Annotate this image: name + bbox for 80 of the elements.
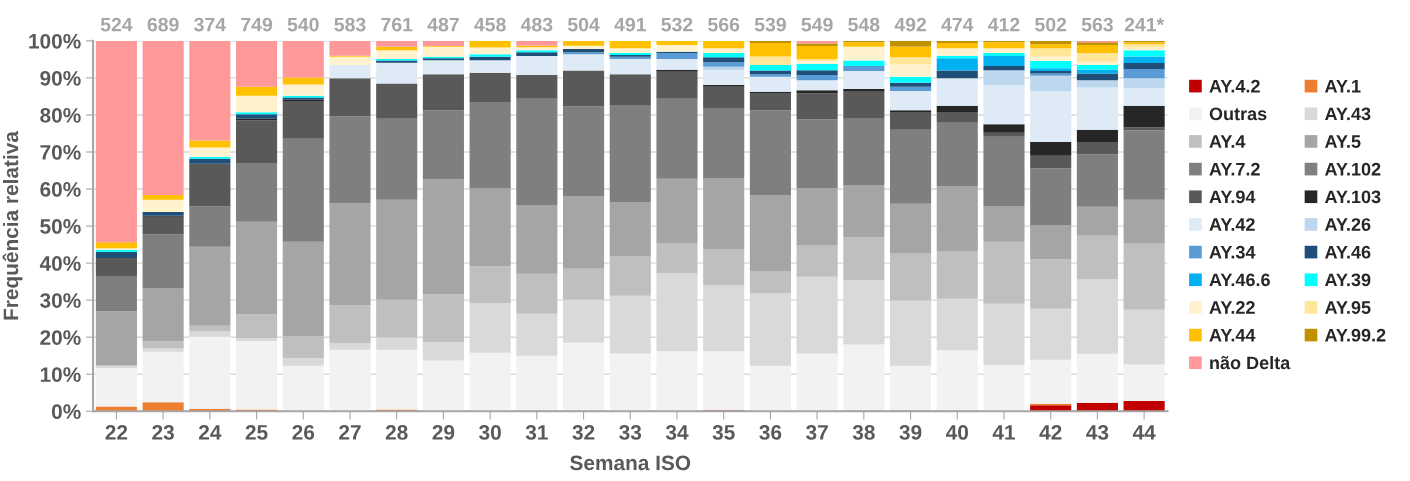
legend-label: não Delta bbox=[1210, 355, 1291, 370]
x-tick-label: 40 bbox=[946, 425, 968, 440]
legend-label: AY.39 bbox=[1324, 273, 1371, 287]
y-tick-label: 50% bbox=[40, 219, 81, 234]
y-tick-label: 60% bbox=[40, 182, 81, 197]
legend-label: AY.46.6 bbox=[1209, 273, 1270, 287]
x-tick-label: 41 bbox=[992, 425, 1015, 440]
x-tick-label: 34 bbox=[665, 425, 689, 440]
text: 563 bbox=[1081, 17, 1113, 32]
x-tick-label: 33 bbox=[619, 425, 642, 440]
x-tick-label: 31 bbox=[525, 425, 548, 440]
x-tick-label: 36 bbox=[759, 425, 782, 440]
legend-label: AY.44 bbox=[1209, 328, 1256, 342]
legend-label: Outras bbox=[1209, 107, 1267, 121]
legend-label: AY.1 bbox=[1324, 79, 1361, 93]
legend-label: AY.5 bbox=[1324, 135, 1361, 148]
x-tick-label: 24 bbox=[198, 425, 222, 440]
legend-label: AY.102 bbox=[1324, 162, 1381, 176]
x-tick-label: 23 bbox=[152, 425, 174, 440]
y-tick-label: 90% bbox=[40, 70, 81, 86]
x-tick-label: 32 bbox=[572, 425, 595, 440]
legend-label: AY.99.2 bbox=[1324, 328, 1386, 342]
text: 539 bbox=[754, 17, 786, 32]
text: 504 bbox=[567, 17, 600, 32]
legend-label: AY.94 bbox=[1209, 190, 1256, 204]
text: 492 bbox=[894, 17, 926, 32]
legend-label: AY.4.2 bbox=[1209, 79, 1260, 93]
text: 374 bbox=[194, 17, 226, 32]
x-tick-label: 35 bbox=[712, 425, 735, 440]
text: 548 bbox=[848, 17, 880, 32]
legend-label: AY.7.2 bbox=[1209, 162, 1260, 176]
text: 761 bbox=[381, 17, 413, 32]
x-tick-label: 30 bbox=[479, 425, 501, 440]
text: 749 bbox=[241, 17, 273, 32]
text: 540 bbox=[287, 17, 319, 32]
y-tick-label: 10% bbox=[40, 367, 81, 382]
x-tick-label: 44 bbox=[1132, 425, 1156, 440]
text: 412 bbox=[988, 17, 1020, 32]
x-tick-label: 26 bbox=[292, 425, 315, 440]
x-tick-label: 37 bbox=[806, 425, 828, 440]
y-tick-label: 30% bbox=[40, 293, 81, 308]
text: 524 bbox=[100, 17, 133, 32]
text: 549 bbox=[801, 17, 833, 32]
legend-label: AY.34 bbox=[1209, 245, 1256, 259]
y-tick-label: 80% bbox=[40, 107, 81, 123]
legend-label: AY.4 bbox=[1209, 135, 1246, 148]
legend-label: AY.103 bbox=[1324, 190, 1381, 204]
x-tick-label: 27 bbox=[339, 425, 361, 440]
x-axis-title: Semana ISO bbox=[570, 455, 691, 471]
legend-label: AY.95 bbox=[1324, 301, 1371, 314]
text: 483 bbox=[520, 17, 553, 32]
text: 566 bbox=[708, 17, 740, 32]
x-tick-label: 25 bbox=[245, 425, 268, 440]
y-axis-title: Frequência relativa bbox=[2, 130, 23, 320]
legend-label: AY.46 bbox=[1324, 245, 1371, 259]
x-tick-label: 29 bbox=[432, 425, 455, 440]
x-tick-label: 43 bbox=[1086, 425, 1109, 440]
text: 487 bbox=[427, 17, 459, 32]
x-tick-label: 39 bbox=[899, 425, 922, 440]
y-tick-label: 100% bbox=[29, 33, 81, 49]
text: 583 bbox=[334, 17, 366, 32]
text: 458 bbox=[474, 17, 506, 32]
legend-label: AY.42 bbox=[1209, 218, 1255, 231]
legend-label: AY.26 bbox=[1324, 218, 1371, 231]
x-tick-label: 22 bbox=[105, 425, 128, 440]
y-tick-label: 20% bbox=[40, 330, 81, 345]
text: 502 bbox=[1035, 17, 1067, 32]
x-tick-label: 28 bbox=[385, 425, 408, 440]
x-tick-label: 42 bbox=[1039, 425, 1062, 440]
text: 689 bbox=[147, 17, 179, 32]
x-tick-label: 38 bbox=[852, 425, 875, 440]
text: 474 bbox=[941, 17, 974, 32]
text: 491 bbox=[614, 17, 646, 32]
legend-label: AY.22 bbox=[1209, 301, 1255, 314]
text: 532 bbox=[661, 17, 693, 32]
y-tick-label: 70% bbox=[40, 145, 81, 160]
y-tick-label: 40% bbox=[39, 256, 81, 271]
text: 241* bbox=[1124, 17, 1165, 32]
y-tick-label: 0% bbox=[51, 404, 81, 420]
legend-label: AY.43 bbox=[1324, 107, 1371, 121]
